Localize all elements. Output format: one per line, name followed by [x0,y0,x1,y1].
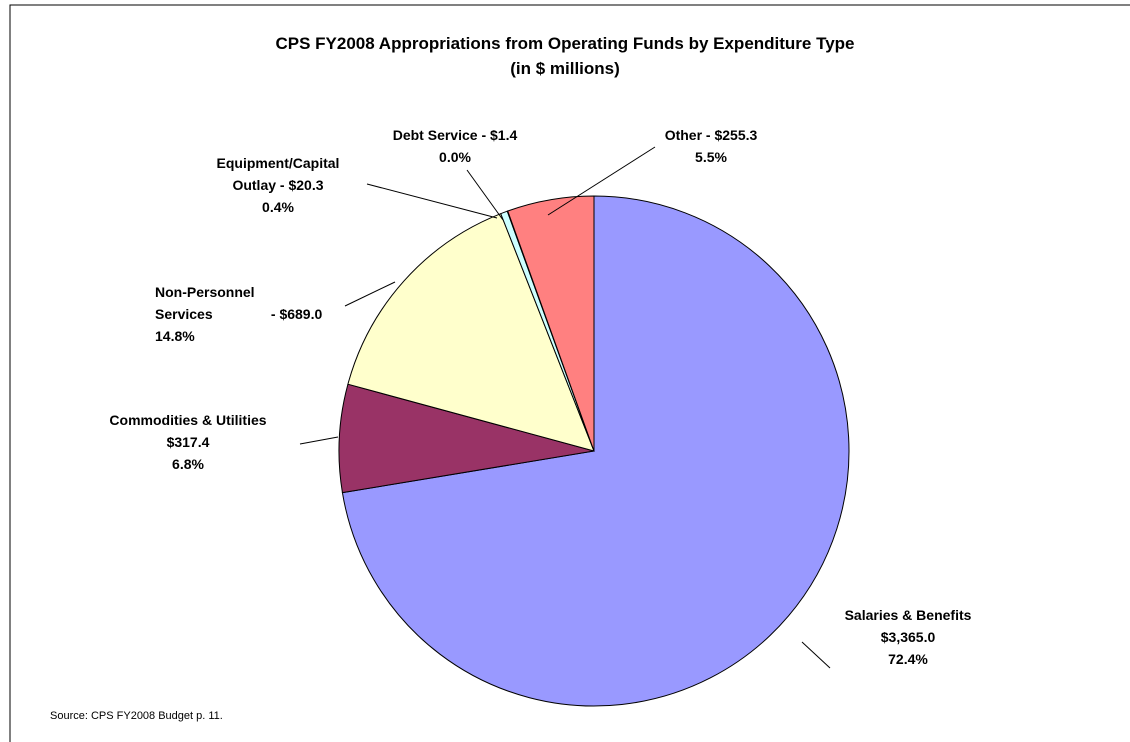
slice-label: Equipment/Capital Outlay - $20.3 0.4% [203,152,353,218]
separator: - [702,127,715,143]
pie-slice [341,195,850,707]
category-label: Salaries & Benefits [844,607,972,623]
percent-label: 0.0% [439,149,471,165]
value-label: $317.4 [166,434,210,450]
separator: - [267,306,280,322]
label-line: Debt Service - $1.4 [355,124,555,146]
category-label: Non-Personnel Services [155,284,255,322]
pie-slice [507,195,595,452]
value-label: $255.3 [714,127,758,143]
category-label: Other [664,127,703,143]
separator: - [477,127,491,143]
slice-label: Debt Service - $1.4 0.0% [355,124,555,168]
value-label: $3,365.0 [880,629,936,645]
pie-slice [347,213,595,452]
value-label: $1.4 [490,127,518,143]
chart-title: CPS FY2008 Appropriations from Operating… [275,34,855,53]
slice-label: Salaries & Benefits $3,365.0 72.4% [808,604,1008,670]
label-line: Equipment/Capital Outlay - $20.3 [203,152,353,196]
leader-line [466,169,504,221]
percent-label: 6.8% [172,456,204,472]
category-label: Equipment/Capital Outlay [216,155,344,193]
category-label: Debt Service [392,127,478,143]
leader-line [801,641,831,669]
leader-line [366,183,498,219]
percent-label: 14.8% [155,328,195,344]
leader-line [344,281,396,307]
leader-line [299,436,339,445]
slice-label: Non-Personnel Services - $689.0 14.8% [155,281,355,347]
leader-line [547,146,656,216]
percent-label: 0.4% [262,199,294,215]
category-label: Commodities & Utilities [109,412,267,428]
label-line: Non-Personnel Services - $689.0 14.8% [155,281,355,347]
frame [9,4,1130,742]
value-label: $689.0 [279,306,323,322]
label-line: Other - $255.3 [611,124,811,146]
slice-label: Other - $255.3 5.5% [611,124,811,168]
percent-label: 72.4% [888,651,928,667]
source-note: Source: CPS FY2008 Budget p. 11. [50,710,223,722]
percent-label: 5.5% [695,149,727,165]
slice-label: Commodities & Utilities $317.4 6.8% [68,409,308,475]
value-label: $20.3 [288,177,324,193]
chart-subtitle: (in $ millions) [510,59,620,78]
pie-slice [338,383,595,494]
separator: - [276,177,289,193]
